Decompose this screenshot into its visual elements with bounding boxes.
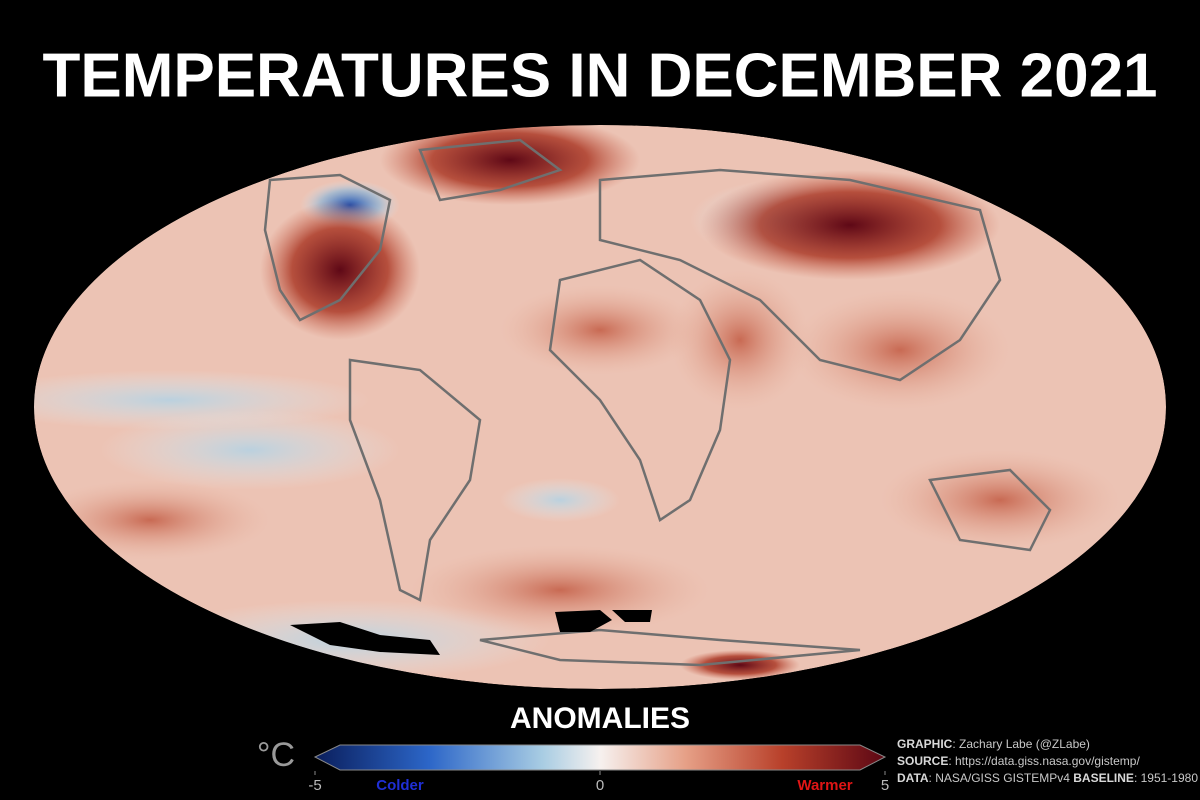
legend-ticks: -5 0 5 Colder Warmer [308,771,889,794]
credit-key: GRAPHIC [897,737,953,751]
map [34,125,1166,689]
credit-line: DATA: NASA/GISS GISTEMPv4 BASELINE: 1951… [897,771,1198,785]
legend-title: ANOMALIES [510,702,690,735]
credit-key: SOURCE [897,754,948,768]
tick-label: 0 [596,777,604,794]
credit-text: : https://data.giss.nasa.gov/gistemp/ [948,754,1140,768]
tick-label: -5 [308,777,321,794]
credit-text: : 1951-1980 [1134,771,1198,785]
credit-line: SOURCE: https://data.giss.nasa.gov/giste… [897,754,1140,768]
credits: GRAPHIC: Zachary Labe (@ZLabe) SOURCE: ht… [897,737,1198,785]
warmer-label: Warmer [797,777,852,794]
colorbar [313,744,887,771]
credit-text: : Zachary Labe (@ZLabe) [952,737,1090,751]
tick-label: 5 [881,777,889,794]
credit-text: : NASA/GISS GISTEMPv4 [929,771,1074,785]
credit-key: BASELINE [1073,771,1134,785]
credit-line: GRAPHIC: Zachary Labe (@ZLabe) [897,737,1090,751]
legend-unit: °C [257,736,295,774]
colder-label: Colder [376,777,424,794]
credit-key: DATA [897,771,929,785]
title: TEMPERATURES IN DECEMBER 2021 [42,41,1157,110]
